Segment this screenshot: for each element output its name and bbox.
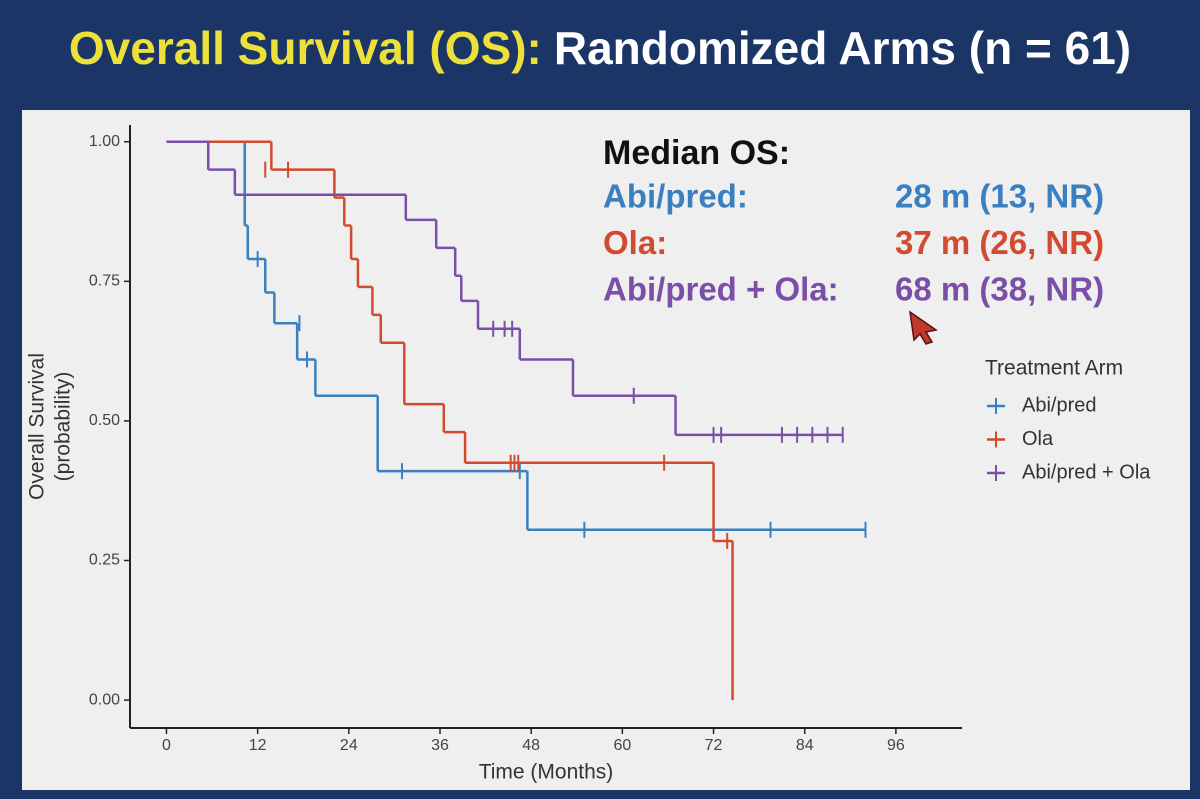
y-tick-label: 0.00 bbox=[89, 691, 120, 708]
legend-label: Ola bbox=[1022, 428, 1054, 450]
x-tick-label: 48 bbox=[522, 737, 540, 754]
x-axis-label: Time (Months) bbox=[479, 761, 614, 784]
legend-title: Treatment Arm bbox=[985, 357, 1123, 380]
title-lead: Overall Survival (OS): bbox=[69, 22, 542, 74]
x-tick-label: 96 bbox=[887, 737, 905, 754]
slide-title: Overall Survival (OS): Randomized Arms (n… bbox=[69, 22, 1131, 74]
x-tick-label: 0 bbox=[162, 737, 171, 754]
y-tick-label: 0.75 bbox=[89, 273, 120, 290]
y-tick-label: 0.25 bbox=[89, 552, 120, 569]
legend-label: Abi/pred + Ola bbox=[1022, 461, 1151, 483]
y-tick-label: 0.50 bbox=[89, 412, 120, 429]
x-tick-label: 12 bbox=[249, 737, 267, 754]
pointer-cursor bbox=[909, 310, 938, 345]
y-axis-label: Overall Survival bbox=[26, 353, 49, 500]
y-axis-label: (probability) bbox=[52, 372, 75, 482]
x-tick-label: 72 bbox=[705, 737, 723, 754]
y-tick-label: 1.00 bbox=[89, 133, 120, 150]
title-main: Randomized Arms (n = 61) bbox=[554, 22, 1131, 74]
annotation-label: Abi/pred: bbox=[603, 178, 748, 215]
annotation-value: 68 m (38, NR) bbox=[895, 271, 1104, 308]
annotation-title: Median OS: bbox=[603, 134, 790, 172]
x-tick-label: 84 bbox=[796, 737, 814, 754]
annotation-label: Abi/pred + Ola: bbox=[603, 271, 839, 308]
x-tick-label: 24 bbox=[340, 737, 358, 754]
annotation-value: 37 m (26, NR) bbox=[895, 224, 1104, 261]
chart-panel bbox=[22, 110, 1190, 790]
annotation-value: 28 m (13, NR) bbox=[895, 178, 1104, 215]
annotation-label: Ola: bbox=[603, 224, 667, 261]
legend-label: Abi/pred bbox=[1022, 394, 1097, 416]
x-tick-label: 36 bbox=[431, 737, 449, 754]
x-tick-label: 60 bbox=[613, 737, 631, 754]
